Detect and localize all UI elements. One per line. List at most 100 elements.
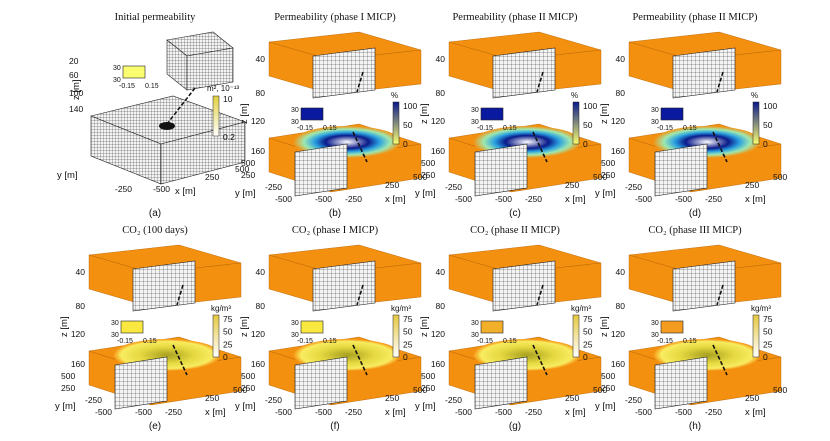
y-tick-label: -500 (635, 407, 652, 417)
z-tick-label: 40 (616, 267, 626, 277)
y-tick-label: -500 (675, 407, 692, 417)
inset-tick: 30 (651, 119, 659, 126)
inset-tick: 0.15 (503, 338, 517, 345)
y-axis-label: y [m] (595, 188, 616, 199)
colorbar-tick: 100 (403, 101, 417, 111)
y-tick-label: 500 (241, 371, 255, 381)
panel-letter: (f) (330, 421, 340, 432)
panel-letter: (c) (509, 208, 521, 219)
x-tick-label: 250 (745, 393, 759, 403)
z-tick-label: 120 (431, 329, 445, 339)
z-tick-label: 160 (251, 359, 265, 369)
x-tick-label: -250 (705, 194, 722, 204)
upper-mesh-cutout (492, 260, 556, 312)
x-tick-label: -250 (165, 407, 182, 417)
well-line-upper (176, 284, 184, 306)
y-tick-label: -250 (625, 395, 642, 405)
panel-h: CO₂ (phase III MICP) 30 30 -0.15 0.15 kg/m³ 7… (595, 225, 795, 435)
z-tick-label: 120 (431, 116, 445, 126)
inset-tick: 30 (113, 77, 121, 84)
y-tick-label: -500 (153, 184, 170, 194)
panel-letter: (h) (688, 421, 702, 432)
panel-g: CO₂ (phase II MICP) 30 30 -0.15 0.15 kg/m³ 75… (415, 225, 615, 435)
z-axis-label: z [m] (239, 316, 250, 337)
well-line-upper (356, 284, 364, 306)
y-tick-label: 250 (241, 383, 255, 393)
inset-tick: -0.15 (119, 83, 135, 90)
x-tick-label: 500 (593, 172, 607, 182)
x-tick-label: 250 (385, 180, 399, 190)
panel-title: Initial permeability (114, 12, 196, 23)
x-tick-label: 500 (233, 385, 247, 395)
colorbar-tick: 75 (223, 314, 233, 324)
y-tick-label: -500 (315, 194, 332, 204)
colorbar-tick: 25 (403, 339, 413, 349)
y-axis-label: y [m] (415, 401, 436, 412)
upper-mesh-cutout (672, 47, 736, 99)
x-tick-label: 250 (745, 180, 759, 190)
colorbar-unit: kg/m³ (391, 304, 411, 313)
lower-mesh-cutout (114, 356, 168, 410)
well-line-upper (356, 71, 364, 93)
colorbar-tick: 100 (763, 101, 777, 111)
inset-tick: -0.15 (477, 338, 493, 345)
panel-letter: (e) (148, 421, 162, 432)
z-tick-label: 160 (71, 359, 85, 369)
inset-tick: 30 (471, 119, 479, 126)
x-axis-label: x [m] (745, 407, 766, 418)
x-tick-label: 500 (413, 172, 427, 182)
z-axis-label: z [m] (599, 316, 610, 337)
colorbar-tick: 0.2 (223, 132, 235, 142)
colorbar-tick: 50 (763, 327, 773, 337)
colorbar-tick: 75 (763, 314, 773, 324)
panel-title: Permeability (phase I MICP) (274, 12, 396, 23)
y-tick-label: -250 (265, 395, 282, 405)
x-tick-label: -250 (525, 194, 542, 204)
x-axis-label: x [m] (385, 407, 406, 418)
x-tick-label: -250 (705, 407, 722, 417)
z-tick-label: 100 (69, 88, 83, 98)
lower-mesh-cutout (474, 356, 528, 410)
x-tick-label: 250 (205, 172, 219, 182)
colorbar-tick: 50 (763, 120, 773, 130)
inset-tick: 30 (291, 320, 299, 327)
inset-swatch (660, 320, 684, 334)
y-tick-label: 500 (601, 371, 615, 381)
y-tick-label: 500 (61, 371, 75, 381)
well-line-upper (536, 71, 544, 93)
well-line-upper (716, 284, 724, 306)
y-tick-label: -250 (625, 182, 642, 192)
colorbar (212, 314, 220, 358)
colorbar-tick: 25 (583, 339, 593, 349)
lower-mesh-cutout (474, 143, 528, 197)
colorbar-unit: kg/m³ (211, 304, 231, 313)
well-line-upper (716, 71, 724, 93)
panel-e: CO₂ (100 days) 30 30 -0.15 0.15 kg/m³ 75 50 25 0… (55, 225, 255, 435)
colorbar-tick: 0 (403, 139, 408, 149)
x-tick-label: -250 (525, 407, 542, 417)
upper-mesh-cutout (492, 47, 556, 99)
z-tick-label: 40 (256, 54, 266, 64)
y-axis-label: y [m] (55, 401, 76, 412)
inset-tick: 30 (471, 107, 479, 114)
z-tick-label: 40 (436, 54, 446, 64)
y-tick-label: -500 (135, 407, 152, 417)
z-tick-label: 80 (256, 88, 266, 98)
inset-swatch (300, 107, 324, 121)
inset-tick: -0.15 (117, 338, 133, 345)
inset-tick: 30 (291, 119, 299, 126)
z-tick-label: 140 (69, 104, 83, 114)
inset-tick: 30 (471, 332, 479, 339)
colorbar-unit: % (751, 91, 758, 100)
inset-tick: -0.15 (297, 125, 313, 132)
z-tick-label: 40 (616, 54, 626, 64)
x-tick-label: 250 (385, 393, 399, 403)
inset-tick: 0.15 (323, 125, 337, 132)
z-axis-label: z [m] (419, 316, 430, 337)
y-axis-label: y [m] (235, 401, 256, 412)
y-tick-label: 500 (421, 158, 435, 168)
colorbar-tick: 50 (583, 327, 593, 337)
inset-tick: -0.15 (297, 338, 313, 345)
z-tick-label: 40 (256, 267, 266, 277)
